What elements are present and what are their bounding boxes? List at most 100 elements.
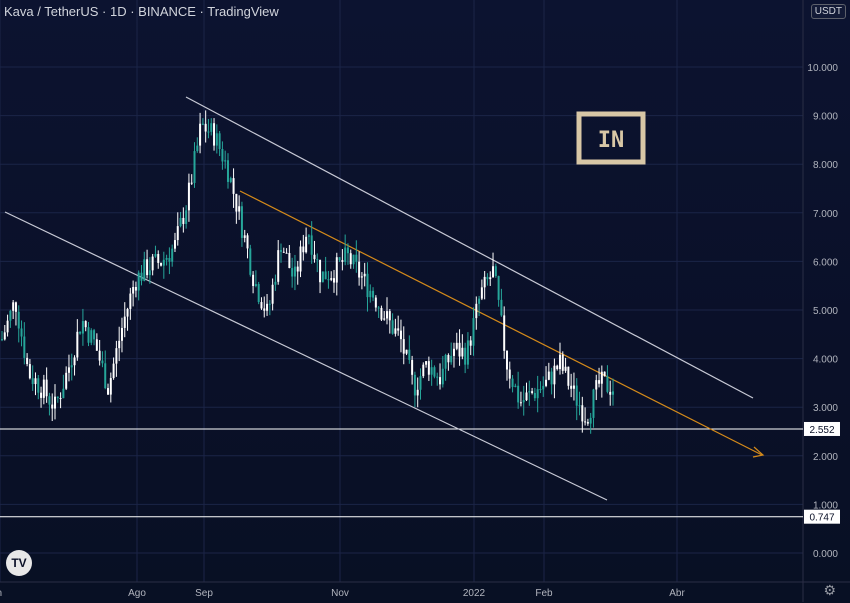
x-tick-label: Jun	[0, 588, 2, 599]
candle-body	[321, 271, 324, 283]
candle-body	[391, 320, 394, 334]
candle-body	[388, 311, 391, 321]
y-tick-label: 0.000	[813, 549, 838, 560]
candle-body	[358, 261, 361, 278]
candle-body	[584, 421, 587, 423]
y-tick-label: 5.000	[813, 306, 838, 317]
candle-body	[464, 347, 467, 365]
candle-body	[154, 253, 157, 257]
candle-body	[386, 311, 389, 319]
candle-body	[402, 339, 405, 354]
candle-body	[330, 278, 333, 280]
candle-body	[221, 148, 224, 162]
candle-body	[93, 330, 96, 340]
candle-body	[28, 364, 31, 379]
candle-body	[14, 302, 17, 312]
candle-body	[399, 330, 402, 340]
candle-body	[87, 327, 90, 343]
candle-body	[570, 385, 573, 389]
candle-body	[34, 378, 37, 385]
candle-body	[511, 378, 514, 387]
y-tick-label: 8.000	[813, 160, 838, 171]
candle-body	[67, 367, 70, 373]
candle-body	[240, 206, 243, 238]
candle-body	[344, 247, 347, 262]
candle-body	[243, 235, 246, 238]
candle-body	[1, 339, 3, 341]
beincrypto-watermark-icon: IN	[576, 111, 646, 165]
mid-line	[239, 190, 763, 456]
candle-body	[120, 327, 123, 341]
candle-body	[279, 250, 282, 252]
candle-body	[176, 226, 179, 241]
candle-body	[360, 276, 363, 278]
candle-body	[531, 391, 534, 393]
candle-body	[173, 240, 176, 249]
candle-body	[126, 308, 129, 317]
candle-body	[285, 252, 288, 254]
candle-body	[187, 182, 190, 211]
watermark-logo-text: IN	[598, 128, 625, 153]
candle-body	[207, 131, 210, 133]
candle-body	[316, 259, 319, 261]
candle-body	[335, 257, 338, 283]
candle-body	[210, 123, 213, 132]
candle-body	[263, 308, 266, 311]
candle-body	[500, 299, 503, 316]
candle-body	[606, 376, 609, 392]
candle-body	[514, 385, 517, 387]
candle-body	[333, 278, 336, 283]
candle-body	[461, 347, 464, 357]
candle-body	[480, 287, 483, 299]
candle-body	[430, 367, 433, 375]
y-tick-label: 4.000	[813, 355, 838, 366]
currency-selector[interactable]: USDT	[810, 4, 846, 19]
candle-body	[246, 235, 249, 249]
candle-body	[581, 405, 584, 422]
candle-body	[196, 145, 199, 152]
candle-body	[199, 123, 202, 146]
candle-body	[95, 339, 98, 351]
tradingview-logo-icon[interactable]: TV	[6, 550, 32, 576]
candle-body	[238, 206, 241, 212]
candle-body	[528, 391, 531, 393]
candle-body	[586, 422, 589, 424]
candle-body	[475, 303, 478, 319]
candle-body	[218, 133, 221, 149]
candle-body	[469, 340, 472, 346]
candle-body	[533, 392, 536, 399]
candle-body	[505, 350, 508, 370]
candle-body	[73, 357, 76, 366]
candle-body	[90, 330, 93, 343]
candle-body	[307, 235, 310, 237]
candle-body	[383, 318, 386, 320]
candle-body	[274, 281, 277, 285]
candle-body	[425, 361, 428, 365]
candle-body	[20, 328, 23, 337]
candle-body	[45, 379, 48, 397]
candle-body	[458, 342, 461, 357]
candle-body	[346, 247, 349, 254]
candle-body	[134, 286, 137, 291]
candle-body	[26, 357, 29, 365]
candle-body	[268, 303, 271, 305]
y-tick-label: 3.000	[813, 403, 838, 414]
candle-body	[226, 160, 229, 182]
candle-body	[302, 246, 305, 253]
candle-body	[525, 392, 528, 401]
y-tick-label: 6.000	[813, 257, 838, 268]
candle-body	[561, 354, 564, 371]
mid-line-arrow	[752, 446, 765, 458]
candle-body	[140, 272, 143, 281]
candle-body	[612, 391, 614, 395]
candle-body	[408, 349, 411, 360]
candle-body	[305, 236, 308, 253]
candle-body	[148, 270, 151, 276]
candle-body	[232, 178, 235, 194]
settings-gear-icon[interactable]: ⚙	[823, 582, 836, 598]
candle-body	[146, 259, 149, 276]
candle-body	[575, 385, 578, 406]
candle-body	[427, 361, 430, 375]
